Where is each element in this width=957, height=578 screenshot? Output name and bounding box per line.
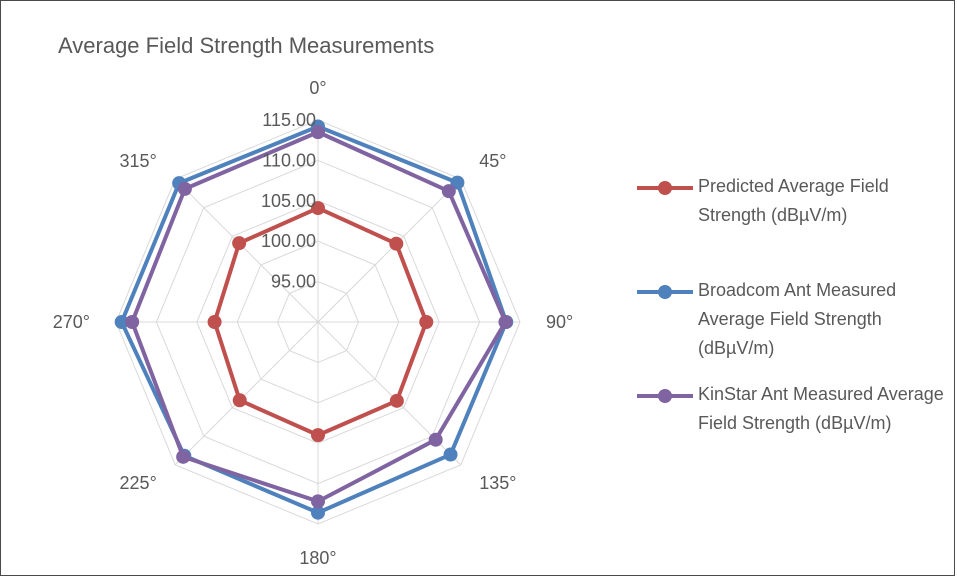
series-layer [114, 119, 514, 520]
category-label: 315° [120, 151, 157, 171]
category-label: 270° [53, 312, 90, 332]
data-point [311, 505, 325, 520]
grid-layer [115, 119, 521, 525]
series-0 [207, 201, 434, 443]
chart-title: Average Field Strength Measurements [58, 33, 435, 58]
grid-spoke [174, 178, 319, 323]
legend-label: KinStar Ant Measured Average Field Stren… [698, 384, 944, 433]
legend-swatch [637, 181, 693, 195]
data-point [311, 125, 325, 140]
category-label: 0° [309, 78, 326, 98]
series-1 [114, 119, 514, 520]
data-point [419, 315, 434, 329]
data-point [311, 494, 325, 509]
data-point [498, 315, 513, 329]
legend-swatch [637, 285, 693, 299]
data-point [450, 175, 465, 190]
data-point [114, 315, 129, 329]
data-point [232, 236, 247, 251]
legend-item-predicted: Predicted Average Field Strength (dBµV/m… [637, 176, 947, 282]
data-point [428, 432, 443, 447]
category-label: 225° [120, 473, 157, 493]
tick-label: 100.00 [261, 231, 316, 251]
data-point [389, 393, 404, 408]
data-point [311, 201, 325, 216]
category-label: 90° [546, 312, 573, 332]
category-label-layer: 0° 45° 90° 135° 180° 225° 270° 315° [53, 78, 573, 568]
data-point [389, 236, 404, 251]
data-point [125, 315, 140, 329]
category-label: 135° [479, 473, 516, 493]
data-point [176, 449, 191, 464]
legend-swatch [637, 389, 693, 403]
tick-label: 95.00 [271, 272, 316, 292]
legend-swatch-marker [658, 285, 672, 299]
category-label: 45° [479, 151, 506, 171]
legend-swatch-marker [658, 389, 672, 403]
grid-spoke [317, 178, 462, 323]
series-2 [125, 125, 513, 509]
tick-label: 110.00 [262, 150, 316, 170]
tick-label: 105.00 [261, 191, 316, 211]
tick-label: 115.00 [262, 110, 316, 130]
legend-swatch-marker [658, 181, 672, 195]
data-point [441, 184, 456, 199]
legend: Predicted Average Field Strength (dBµV/m… [637, 176, 947, 490]
data-point [443, 447, 458, 462]
tick-label-layer: 95.00 100.00 105.00 110.00 115.00 [261, 110, 316, 292]
data-point [177, 181, 192, 196]
data-point [311, 428, 325, 443]
data-point [232, 393, 247, 408]
legend-label: Broadcom Ant Measured Average Field Stre… [698, 280, 897, 358]
grid-spoke [174, 321, 319, 466]
data-point [207, 315, 222, 329]
category-label: 180° [299, 548, 336, 568]
legend-item-kinstar: KinStar Ant Measured Average Field Stren… [637, 384, 947, 490]
legend-label: Predicted Average Field Strength (dBµV/m… [698, 176, 889, 225]
legend-item-broadcom: Broadcom Ant Measured Average Field Stre… [637, 280, 947, 386]
